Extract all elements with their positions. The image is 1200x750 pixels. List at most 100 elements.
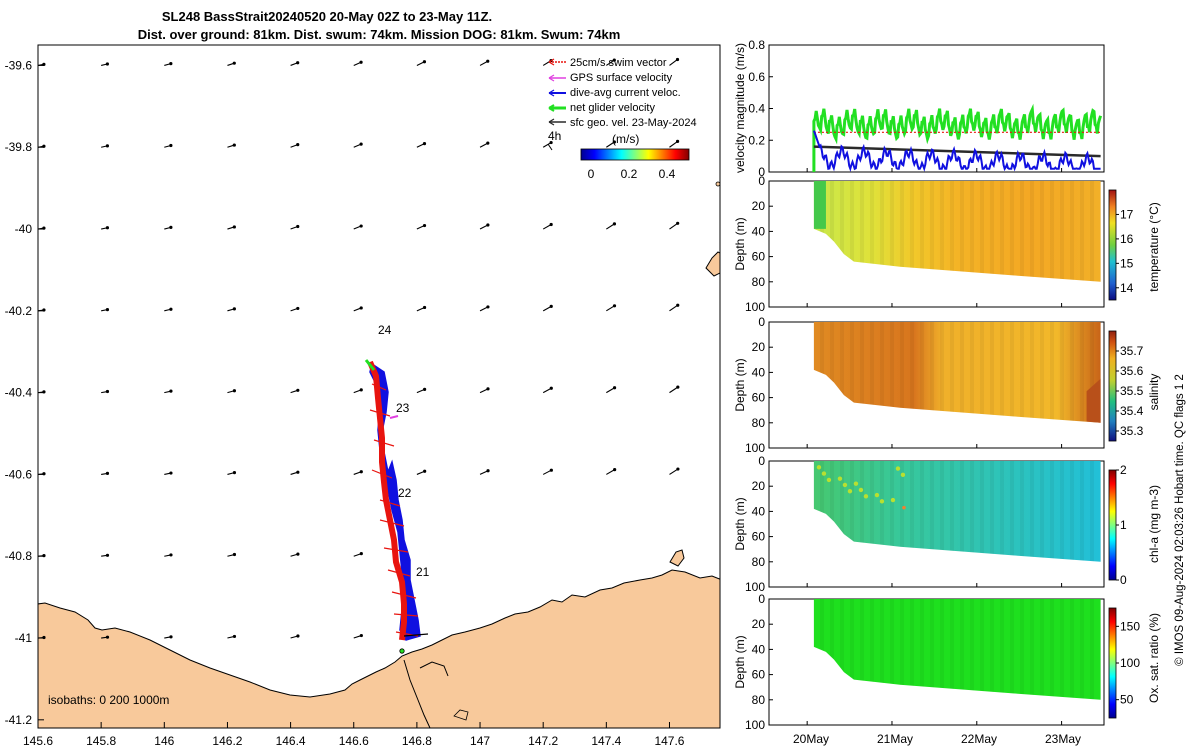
geo-vector-head	[422, 305, 427, 310]
salinity-depth-label: Depth (m)	[733, 358, 747, 411]
date-tick-20may: 20May	[793, 732, 829, 746]
depth-tick-label: 80	[752, 275, 766, 289]
oxygen-depth-label: Depth (m)	[733, 635, 747, 688]
temperature-early-cool-water	[813, 181, 826, 229]
legend-geo-label: sfc geo. vel. 23-May-2024	[570, 117, 697, 129]
section-salinity: 0 20 40 60 80 100 Depth (m) 35.3 35.4 35.5 35.6 35.…	[733, 315, 1144, 455]
geo-vector-head	[169, 225, 173, 229]
geo-vector-head	[486, 305, 490, 309]
current-velocity-series	[812, 130, 1101, 172]
coastline-inlet	[419, 661, 449, 677]
time-scale-mark	[547, 143, 553, 151]
section-chl-a: 0 20 40 60 80 100 Depth (m) 0 1 2	[733, 454, 1127, 594]
geo-vector-head	[359, 142, 363, 146]
salinity-cbar-tick: 35.6	[1120, 364, 1144, 378]
gps-surface-velocity-mark	[389, 415, 399, 419]
geo-vector-arrow	[669, 140, 678, 148]
day-label-22: 22	[398, 486, 412, 500]
chla-high-sample	[879, 499, 885, 504]
geo-vector-head	[105, 62, 109, 66]
velocity-axes	[768, 44, 1105, 173]
geo-vector-head	[105, 471, 110, 476]
depth-tick-label: 60	[752, 530, 766, 544]
salinity-profile-stripes	[813, 322, 1101, 423]
salinity-cbar-tick: 35.7	[1120, 344, 1144, 358]
geo-vector-head	[549, 222, 553, 227]
depth-tick-label: 0	[758, 174, 765, 188]
geo-vector-head	[359, 552, 363, 556]
geo-vector-head	[105, 226, 110, 230]
geo-vector-head	[42, 472, 46, 476]
geo-vector-head	[422, 60, 427, 64]
geo-vector-arrow	[669, 468, 679, 475]
day-label-24: 24	[378, 323, 392, 337]
geo-vector-head	[359, 633, 363, 638]
geo-vector-head	[105, 389, 110, 394]
geo-vector-head	[42, 635, 46, 640]
chla-cbar-label: chl-a (mg m-3)	[1147, 485, 1161, 563]
day-label-23: 23	[396, 401, 410, 415]
geo-vector-head	[676, 303, 680, 307]
legend-swim-arrowhead	[548, 58, 555, 66]
geo-vector-head	[42, 554, 46, 558]
net-glider-velocity-start	[364, 359, 376, 371]
geo-vector-head	[42, 226, 46, 230]
chla-high-sample	[837, 476, 843, 481]
chla-high-sample	[826, 477, 832, 483]
section-oxygen: 0 20 40 60 80 100 Depth (m) 50 100 150	[733, 592, 1140, 732]
geo-vector-head	[359, 470, 363, 474]
map-axis-ticks: 145.6 145.8 146 146.2 146.4 146.6 146.8 147 147.…	[5, 58, 685, 748]
legend-net-arrowhead	[548, 104, 555, 112]
geostrophic-vector-field	[37, 57, 680, 640]
geo-vector-head	[549, 468, 553, 472]
legend-gps-label: GPS surface velocity	[570, 72, 673, 84]
legend-geo-arrowhead	[548, 118, 555, 126]
geo-vector-head	[296, 552, 300, 556]
map-panel: 145.6 145.8 146 146.2 146.4 146.6 146.8 147 147.…	[5, 44, 721, 748]
depth-tick-label: 0	[758, 454, 765, 468]
temperature-cbar-tick: 17	[1120, 207, 1134, 221]
geo-vector-head	[42, 62, 46, 66]
geo-vector-arrow	[669, 222, 678, 230]
chla-high-sample	[847, 489, 853, 494]
map-xtick-label: 145.8	[86, 734, 116, 748]
colorbar-tick-04: 0.4	[659, 167, 676, 181]
map-ytick-label: -40.6	[5, 467, 33, 481]
depth-tick-label: 20	[752, 199, 766, 213]
geo-vector-arrow	[606, 305, 615, 312]
geo-vector-head	[486, 223, 490, 227]
deployment-point	[399, 648, 405, 654]
map-xtick-label: 146.2	[212, 734, 242, 748]
legend-current-arrowhead	[548, 89, 555, 97]
geo-vector-head	[359, 306, 363, 310]
map-xtick-label: 145.6	[23, 734, 53, 748]
date-tick-21may: 21May	[877, 732, 913, 746]
island-northeast	[669, 549, 685, 567]
geo-vector-head	[613, 468, 617, 472]
swim-vector-jitter	[369, 383, 419, 637]
geo-vector-head	[296, 224, 300, 229]
net-glider-velocity-series	[812, 103, 1103, 172]
geo-vector-head	[549, 304, 553, 308]
velocity-ytick-label: 0	[758, 165, 765, 179]
map-xtick-label: 146.6	[339, 734, 369, 748]
geo-vector-head	[169, 553, 173, 557]
depth-tick-label: 40	[752, 504, 766, 518]
map-ytick-label: -40.4	[5, 386, 33, 400]
swim-vector-track	[367, 360, 407, 641]
geo-vector-head	[105, 144, 109, 148]
map-xtick-label: 146.4	[276, 734, 306, 748]
oxygen-cbar-tick: 100	[1120, 656, 1140, 670]
temperature-depth-label: Depth (m)	[733, 217, 747, 270]
geo-vector-head	[549, 140, 553, 145]
legend-net-label: net glider velocity	[570, 102, 655, 114]
chla-high-sample	[895, 466, 901, 471]
geo-vector-head	[296, 61, 300, 65]
depth-tick-label: 60	[752, 250, 766, 264]
salinity-cbar-tick: 35.3	[1120, 424, 1144, 438]
geo-vector-head	[359, 60, 363, 64]
chl-a-cbar-tick: 0	[1120, 573, 1127, 587]
velocity-ytick-label: 0.6	[748, 70, 765, 84]
